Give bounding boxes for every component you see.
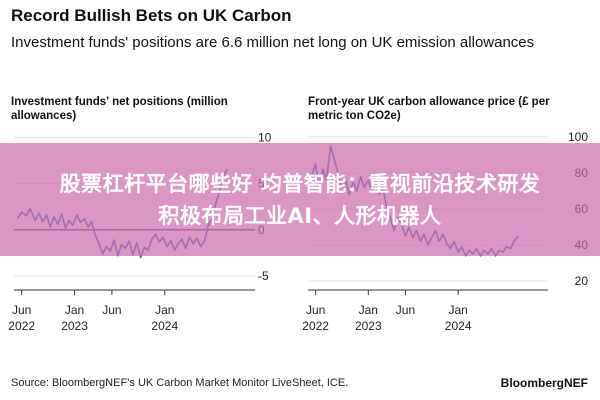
left-xtick-label-0: Jun: [12, 303, 31, 317]
banner-line-2: 积极布局工业AI、人形机器人: [158, 203, 442, 228]
left-xtick-year-1: 2023: [61, 319, 88, 333]
left-xtick-year-3: 2024: [151, 319, 178, 333]
right-ytick-label-0: 20: [575, 274, 589, 288]
right-xtick-label-2: Jun: [396, 303, 415, 317]
right-xtick-label-3: Jan: [448, 303, 467, 317]
page-subtitle: Investment funds' positions are 6.6 mill…: [11, 34, 535, 51]
left-ytick-label-3: 10: [258, 130, 272, 144]
right-xtick-label-1: Jan: [359, 303, 378, 317]
left-xtick-year-0: 2022: [8, 319, 35, 333]
left-xtick-label-1: Jan: [65, 303, 84, 317]
right-xtick-year-0: 2022: [302, 319, 329, 333]
left-chart-title: Investment funds' net positions (million…: [11, 96, 228, 122]
right-xtick-year-1: 2023: [355, 319, 382, 333]
source-note: Source: BloombergNEF’s UK Carbon Market …: [11, 377, 349, 389]
right-ytick-label-4: 100: [568, 130, 588, 144]
page-title: Record Bullish Bets on UK Carbon: [11, 6, 292, 25]
right-xtick-label-0: Jun: [306, 303, 325, 317]
left-ytick-label-0: -5: [258, 269, 269, 283]
left-xtick-label-2: Jun: [102, 303, 121, 317]
right-chart-title: Front-year UK carbon allowance price (£ …: [308, 96, 550, 122]
left-xtick-label-3: Jan: [155, 303, 174, 317]
overlay-banner: 股票杠杆平台哪些好 均普智能：重视前沿技术研发 积极布局工业AI、人形机器人: [0, 143, 600, 256]
banner-line-1: 股票杠杆平台哪些好 均普智能：重视前沿技术研发: [59, 171, 541, 196]
right-xtick-year-3: 2024: [445, 319, 472, 333]
brand-logo: BloombergNEF: [500, 376, 588, 390]
